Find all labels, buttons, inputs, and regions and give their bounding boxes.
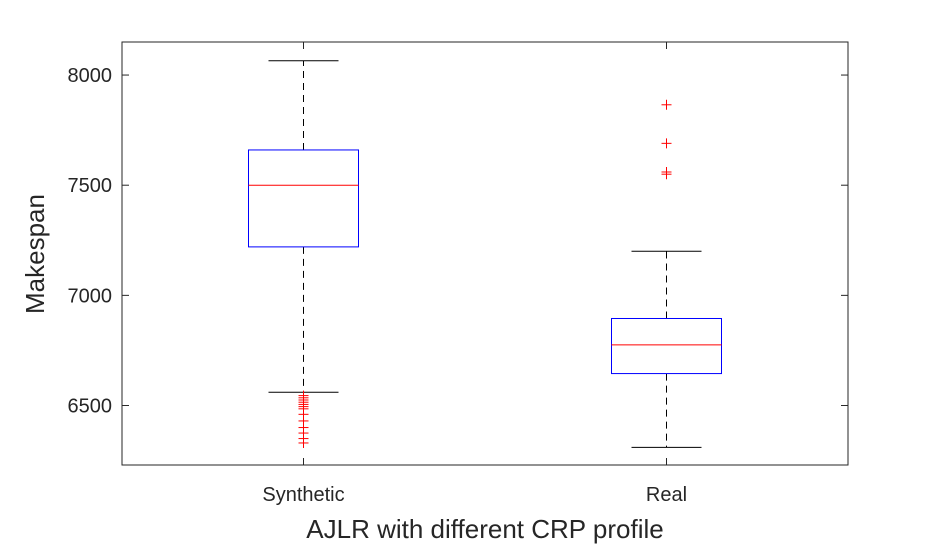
box-synthetic (248, 60, 359, 448)
outlier-point (661, 166, 672, 177)
y-tick-label: 7000 (68, 285, 113, 307)
box-real (611, 99, 722, 448)
x-tick-label: Synthetic (262, 484, 344, 506)
y-tick-label: 7500 (68, 175, 113, 197)
y-tick-label: 6500 (68, 396, 113, 418)
y-axis: 6500 7000 7500 8000 (68, 65, 848, 418)
x-axis: Synthetic Real (262, 42, 687, 506)
outlier-point (661, 99, 672, 110)
y-tick-label: 8000 (68, 65, 113, 87)
x-tick-label: Real (646, 484, 687, 506)
y-axis-title: Makespan (20, 194, 50, 314)
plot-area (121, 41, 849, 466)
outlier-point (298, 437, 309, 448)
box-iqr (611, 317, 722, 375)
x-axis-title: AJLR with different CRP profile (306, 514, 663, 544)
outlier-point (661, 138, 672, 149)
box-iqr (248, 149, 359, 248)
boxes (248, 60, 722, 448)
